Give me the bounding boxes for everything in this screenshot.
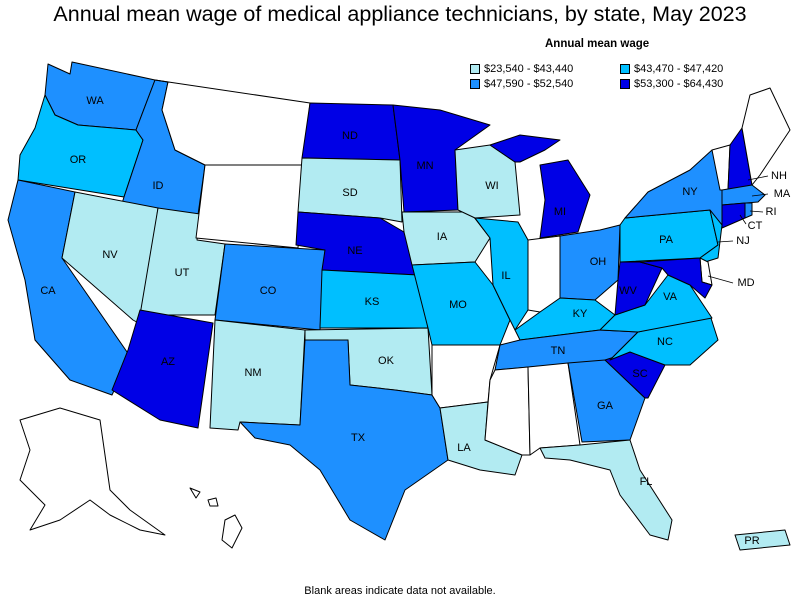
legend-item: $23,540 - $43,440 [470, 63, 620, 75]
page-title: Annual mean wage of medical appliance te… [53, 2, 747, 26]
label-AZ: AZ [161, 356, 175, 368]
label-NV: NV [102, 249, 118, 261]
label-WA: WA [86, 95, 104, 107]
label-MO: MO [449, 299, 467, 311]
state-MA [721, 184, 766, 206]
label-MD: MD [737, 277, 754, 289]
legend-item: $43,470 - $47,420 [620, 63, 770, 75]
state-HI [189, 487, 243, 549]
legend-item: $53,300 - $64,430 [620, 78, 770, 90]
label-OR: OR [70, 154, 87, 166]
label-FL: FL [640, 476, 653, 488]
state-SD [297, 157, 403, 223]
label-OK: OK [378, 355, 395, 367]
label-TX: TX [351, 432, 366, 444]
label-ID: ID [153, 180, 164, 192]
label-CT: CT [748, 220, 763, 232]
label-NY: NY [682, 186, 698, 198]
label-SD: SD [342, 187, 357, 199]
label-LA: LA [457, 442, 471, 454]
label-WV: WV [619, 285, 637, 297]
legend-label: $53,300 - $64,430 [634, 78, 724, 90]
state-FL [539, 439, 673, 541]
legend-title: Annual mean wage [545, 38, 650, 50]
state-IN [527, 235, 561, 313]
legend-swatch [620, 64, 630, 74]
label-NC: NC [657, 336, 673, 348]
label-VA: VA [663, 291, 678, 303]
label-KY: KY [573, 308, 588, 320]
label-OH: OH [590, 256, 607, 268]
state-MS [484, 366, 531, 456]
label-WI: WI [485, 180, 498, 192]
label-IL: IL [501, 270, 510, 282]
label-PR: PR [744, 535, 759, 547]
state-RI [744, 202, 753, 219]
label-KS: KS [365, 296, 380, 308]
state-TX [239, 339, 449, 541]
state-MO [411, 261, 511, 346]
label-GA: GA [597, 400, 614, 412]
legend-label: $43,470 - $47,420 [634, 63, 724, 75]
label-MI: MI [554, 206, 566, 218]
legend-swatch [470, 79, 480, 89]
label-NJ: NJ [736, 235, 749, 247]
label-NE: NE [347, 245, 362, 257]
legend-swatch [620, 79, 630, 89]
label-UT: UT [175, 267, 190, 279]
label-ND: ND [342, 130, 358, 142]
label-MN: MN [416, 160, 433, 172]
state-GA [567, 359, 646, 443]
state-WY [195, 164, 304, 249]
label-SC: SC [632, 368, 647, 380]
legend-label: $23,540 - $43,440 [484, 63, 574, 75]
label-CA: CA [40, 285, 56, 297]
state-AZ [111, 309, 214, 429]
label-PA: PA [659, 234, 674, 246]
state-MD [639, 257, 713, 299]
label-TN: TN [551, 345, 566, 357]
legend-grid: $23,540 - $43,440 $43,470 - $47,420 $47,… [470, 63, 770, 90]
legend-swatch [470, 64, 480, 74]
state-CT [721, 202, 746, 229]
label-NH: NH [771, 170, 787, 182]
label-IA: IA [437, 231, 448, 243]
label-NM: NM [244, 367, 261, 379]
leader-lines [707, 175, 769, 284]
legend-item: $47,590 - $52,540 [470, 78, 620, 90]
footnote: Blank areas indicate data not available. [304, 585, 496, 597]
state-labels: WA OR CA ID NV UT AZ CO NM ND SD NE KS O… [40, 95, 791, 547]
label-RI: RI [766, 206, 777, 218]
legend-label: $47,590 - $52,540 [484, 78, 574, 90]
label-MA: MA [774, 188, 791, 200]
state-PR [734, 529, 791, 551]
label-CO: CO [260, 285, 277, 297]
state-AK [19, 407, 166, 536]
legend: Annual mean wage $23,540 - $43,440 $43,4… [470, 38, 770, 90]
state-MI [489, 134, 591, 239]
